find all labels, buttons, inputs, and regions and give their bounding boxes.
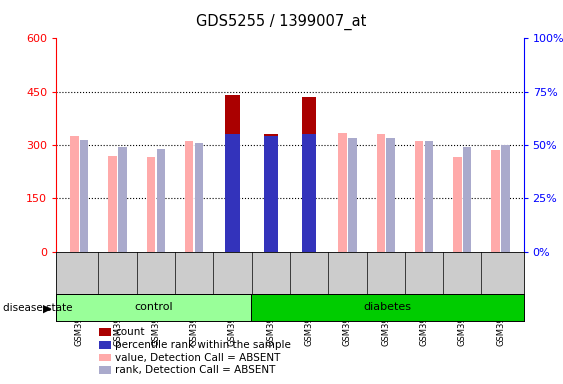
Bar [348,138,356,252]
Bar [302,134,316,252]
Bar [195,143,203,252]
Bar [386,138,395,252]
Text: count: count [115,327,145,337]
Text: ▶: ▶ [43,303,52,313]
Text: control: control [135,302,173,312]
Bar [56,294,251,321]
Bar [225,95,240,252]
Bar [185,141,194,252]
Bar [502,145,510,252]
Text: rank, Detection Call = ABSENT: rank, Detection Call = ABSENT [115,365,276,375]
Bar [463,147,471,252]
Bar [157,149,165,252]
Bar [80,140,88,252]
Bar [377,134,385,252]
Bar [109,156,117,252]
Bar [302,97,316,252]
Bar [491,150,500,252]
Text: percentile rank within the sample: percentile rank within the sample [115,340,291,350]
Bar [263,136,278,252]
Bar [338,132,347,252]
Bar [263,134,278,252]
Bar [251,294,524,321]
Text: disease state: disease state [3,303,72,313]
Text: GDS5255 / 1399007_at: GDS5255 / 1399007_at [196,13,367,30]
Bar [225,134,240,252]
Bar [118,147,127,252]
Bar [415,141,423,252]
Bar [453,157,462,252]
Text: diabetes: diabetes [363,302,412,312]
Bar [425,141,433,252]
Bar [70,136,78,252]
Text: value, Detection Call = ABSENT: value, Detection Call = ABSENT [115,353,281,362]
Bar [147,157,155,252]
